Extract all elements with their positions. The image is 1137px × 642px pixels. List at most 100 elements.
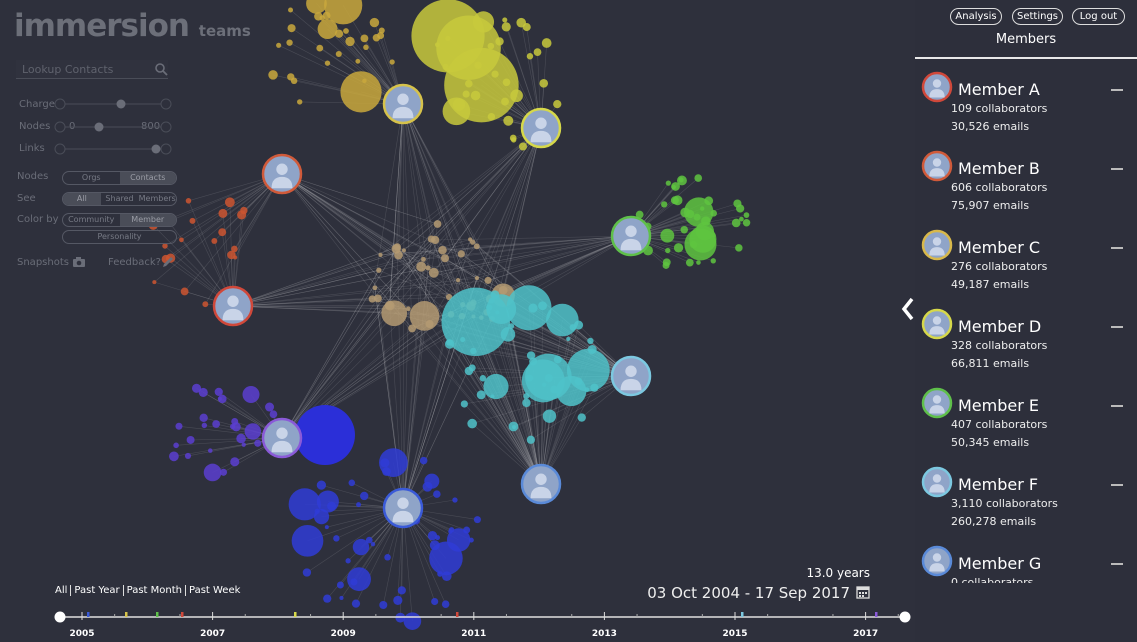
contact-node[interactable] (372, 33, 381, 42)
contact-node[interactable] (538, 301, 547, 311)
contact-node[interactable] (333, 535, 340, 542)
contact-node[interactable] (463, 526, 471, 534)
contact-node[interactable] (473, 243, 480, 250)
contact-node[interactable] (460, 400, 468, 408)
contact-node[interactable] (441, 600, 450, 608)
contact-node[interactable] (474, 275, 480, 281)
contact-node[interactable] (162, 243, 168, 249)
contact-node[interactable] (207, 448, 213, 453)
contact-node[interactable] (479, 375, 487, 382)
contact-node[interactable] (173, 442, 179, 449)
contact-node[interactable] (671, 184, 676, 190)
contact-node[interactable] (510, 89, 523, 103)
contact-node[interactable] (218, 228, 227, 237)
contact-node[interactable] (242, 386, 260, 404)
contact-node[interactable] (533, 48, 542, 56)
camera-icon[interactable] (72, 256, 86, 268)
remove-member[interactable] (1111, 89, 1123, 91)
feedback-label[interactable]: Feedback? (108, 257, 161, 268)
contact-node[interactable] (287, 24, 296, 33)
contact-node[interactable] (202, 301, 209, 308)
contact-node[interactable] (635, 210, 644, 219)
contact-node[interactable] (455, 278, 461, 283)
contact-node[interactable] (553, 99, 562, 109)
contact-node[interactable] (343, 28, 349, 34)
contact-node[interactable] (169, 451, 179, 462)
contact-node[interactable] (443, 66, 449, 72)
contact-node[interactable] (433, 490, 441, 498)
contact-node[interactable] (378, 252, 383, 257)
contact-node[interactable] (465, 79, 473, 88)
toggle-option[interactable]: Members (138, 194, 176, 203)
contact-node[interactable] (731, 218, 741, 228)
contact-node[interactable] (509, 134, 517, 142)
contact-node[interactable] (710, 258, 716, 264)
contact-node[interactable] (231, 245, 238, 253)
contact-node[interactable] (539, 79, 549, 88)
contact-node[interactable] (500, 327, 516, 342)
member-node[interactable] (382, 83, 424, 125)
contact-node[interactable] (288, 488, 321, 521)
contact-node[interactable] (566, 336, 571, 342)
member-item[interactable]: Member A 109 collaborators 30,526 emails (915, 69, 1137, 148)
toggle-option[interactable]: Personality (97, 232, 142, 241)
contact-node[interactable] (427, 531, 438, 541)
range-handle[interactable] (54, 611, 66, 623)
contact-node[interactable] (180, 287, 189, 296)
contact-node[interactable] (401, 248, 406, 253)
remove-member[interactable] (1111, 563, 1123, 565)
contact-node[interactable] (268, 70, 278, 80)
contact-node[interactable] (431, 235, 440, 245)
member-item[interactable]: Member G0 collaborators0 emails (915, 543, 1137, 583)
contact-node[interactable] (403, 612, 422, 630)
contact-node[interactable] (484, 276, 492, 284)
contact-node[interactable] (373, 294, 382, 303)
contact-node[interactable] (409, 301, 440, 331)
contact-node[interactable] (323, 594, 332, 603)
contact-node[interactable] (419, 456, 428, 465)
contact-node[interactable] (431, 597, 439, 606)
contact-node[interactable] (502, 17, 508, 23)
contact-node[interactable] (296, 99, 303, 105)
member-item[interactable]: Member F 3,110 collaborators 260,278 email… (915, 464, 1137, 543)
contact-node[interactable] (302, 568, 312, 577)
contact-node[interactable] (468, 237, 473, 242)
contact-node[interactable] (339, 595, 344, 601)
contact-node[interactable] (424, 473, 440, 489)
contact-node[interactable] (473, 516, 481, 524)
contact-node[interactable] (495, 310, 500, 315)
contact-node[interactable] (428, 267, 439, 278)
contact-node[interactable] (546, 303, 579, 337)
contact-node[interactable] (233, 255, 238, 260)
contact-node[interactable] (384, 554, 391, 561)
contact-node[interactable] (680, 225, 689, 234)
contact-node[interactable] (684, 197, 714, 227)
contact-node[interactable] (378, 27, 385, 34)
contact-node[interactable] (203, 463, 222, 482)
contact-node[interactable] (189, 217, 196, 224)
contact-node[interactable] (462, 90, 470, 98)
contact-node[interactable] (541, 38, 552, 48)
member-item[interactable]: Member B 606 collaborators 75,907 emails (915, 148, 1137, 227)
contact-node[interactable] (201, 422, 208, 429)
contact-node[interactable] (211, 238, 218, 244)
contact-node[interactable] (254, 439, 262, 447)
contact-node[interactable] (696, 260, 701, 265)
remove-member[interactable] (1111, 247, 1123, 249)
member-node[interactable] (520, 107, 562, 149)
contact-node[interactable] (186, 436, 195, 444)
contact-node[interactable] (425, 319, 434, 329)
contact-node[interactable] (199, 413, 208, 423)
contact-node[interactable] (526, 435, 536, 444)
contact-node[interactable] (416, 261, 427, 272)
search-box[interactable]: Lookup Contacts (16, 60, 168, 79)
contact-node[interactable] (486, 304, 493, 311)
contact-node[interactable] (286, 39, 293, 46)
contact-node[interactable] (457, 250, 465, 258)
toggle-option[interactable]: All (63, 193, 101, 205)
contact-node[interactable] (336, 581, 344, 589)
contact-node[interactable] (218, 394, 227, 404)
range-link[interactable]: Past Year (70, 585, 123, 596)
range-link[interactable]: All (55, 585, 68, 596)
contact-node[interactable] (306, 0, 327, 14)
